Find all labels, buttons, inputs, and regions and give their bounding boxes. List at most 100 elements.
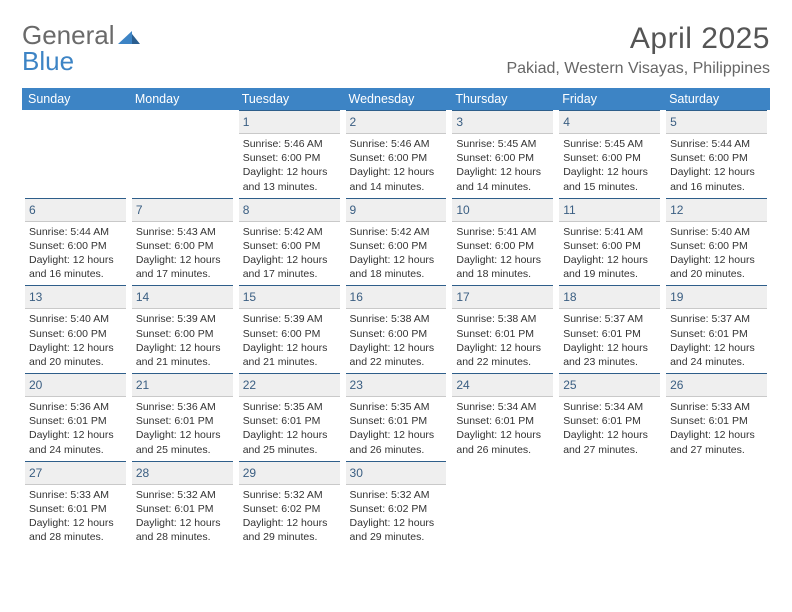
day-number: 15 xyxy=(243,290,256,304)
daylight-line: Daylight: 12 hours and 26 minutes. xyxy=(350,428,443,456)
sunset-line: Sunset: 6:00 PM xyxy=(670,239,763,253)
day-number: 17 xyxy=(456,290,469,304)
calendar-cell: 15 Sunrise: 5:39 AMSunset: 6:00 PMDayligh… xyxy=(236,285,343,373)
sunset-line: Sunset: 6:00 PM xyxy=(456,239,549,253)
sunrise-line: Sunrise: 5:41 AM xyxy=(456,225,549,239)
day-info: Sunrise: 5:32 AMSunset: 6:02 PMDaylight:… xyxy=(239,485,340,545)
sunset-line: Sunset: 6:00 PM xyxy=(350,327,443,341)
calendar-cell: 12Sunrise: 5:40 AMSunset: 6:00 PMDayligh… xyxy=(663,198,770,286)
sunrise-line: Sunrise: 5:35 AM xyxy=(243,400,336,414)
calendar-cell: 7Sunrise: 5:43 AMSunset: 6:00 PMDaylight… xyxy=(129,198,236,286)
day-header: Friday xyxy=(556,88,663,110)
day-number: 22 xyxy=(243,378,256,392)
day-info: Sunrise: 5:33 AMSunset: 6:01 PMDaylight:… xyxy=(25,485,126,545)
daylight-line: Daylight: 12 hours and 21 minutes. xyxy=(136,341,229,369)
calendar-cell: 18Sunrise: 5:37 AMSunset: 6:01 PMDayligh… xyxy=(556,285,663,373)
day-number: 3 xyxy=(456,115,463,129)
sunrise-line: Sunrise: 5:38 AM xyxy=(350,312,443,326)
sunset-line: Sunset: 6:01 PM xyxy=(456,327,549,341)
sunset-line: Sunset: 6:00 PM xyxy=(29,239,122,253)
daylight-line: Daylight: 12 hours and 16 minutes. xyxy=(670,165,763,193)
day-number: 26 xyxy=(670,378,683,392)
daylight-line: Daylight: 12 hours and 18 minutes. xyxy=(456,253,549,281)
day-info: Sunrise: 5:38 AMSunset: 6:00 PMDaylight:… xyxy=(346,309,447,369)
sunrise-line: Sunrise: 5:41 AM xyxy=(563,225,656,239)
calendar-week: 6Sunrise: 5:44 AMSunset: 6:00 PMDaylight… xyxy=(22,198,770,286)
daylight-line: Daylight: 12 hours and 14 minutes. xyxy=(456,165,549,193)
sunrise-line: Sunrise: 5:45 AM xyxy=(456,137,549,151)
daylight-line: Daylight: 12 hours and 20 minutes. xyxy=(670,253,763,281)
brand-text: GeneralBlue xyxy=(22,22,140,74)
sunrise-line: Sunrise: 5:38 AM xyxy=(456,312,549,326)
calendar-cell: 4Sunrise: 5:45 AMSunset: 6:00 PMDaylight… xyxy=(556,110,663,198)
sunrise-line: Sunrise: 5:33 AM xyxy=(29,488,122,502)
daylight-line: Daylight: 12 hours and 27 minutes. xyxy=(563,428,656,456)
sunset-line: Sunset: 6:00 PM xyxy=(350,239,443,253)
sunset-line: Sunset: 6:01 PM xyxy=(136,502,229,516)
sunrise-line: Sunrise: 5:34 AM xyxy=(456,400,549,414)
day-info: Sunrise: 5:44 AMSunset: 6:00 PMDaylight:… xyxy=(666,134,767,194)
sunset-line: Sunset: 6:00 PM xyxy=(136,239,229,253)
day-info: Sunrise: 5:42 AMSunset: 6:00 PMDaylight:… xyxy=(239,222,340,282)
sunset-line: Sunset: 6:00 PM xyxy=(350,151,443,165)
brand-text-b: Blue xyxy=(22,46,74,76)
sunset-line: Sunset: 6:01 PM xyxy=(136,414,229,428)
day-info: Sunrise: 5:40 AMSunset: 6:00 PMDaylight:… xyxy=(25,309,126,369)
day-info: Sunrise: 5:38 AMSunset: 6:01 PMDaylight:… xyxy=(452,309,553,369)
daylight-line: Daylight: 12 hours and 15 minutes. xyxy=(563,165,656,193)
sunrise-line: Sunrise: 5:46 AM xyxy=(350,137,443,151)
calendar-cell: 29 Sunrise: 5:32 AMSunset: 6:02 PMDayligh… xyxy=(236,461,343,549)
day-number: 14 xyxy=(136,290,149,304)
sunrise-line: Sunrise: 5:32 AM xyxy=(136,488,229,502)
title-block: April 2025 Pakiad, Western Visayas, Phil… xyxy=(506,22,770,78)
location-subtitle: Pakiad, Western Visayas, Philippines xyxy=(506,60,770,78)
day-info: Sunrise: 5:33 AMSunset: 6:01 PMDaylight:… xyxy=(666,397,767,457)
calendar-cell: 24Sunrise: 5:34 AMSunset: 6:01 PMDayligh… xyxy=(449,373,556,461)
day-header: Sunday xyxy=(22,88,129,110)
day-info: Sunrise: 5:39 AMSunset: 6:00 PMDaylight:… xyxy=(132,309,233,369)
sunrise-line: Sunrise: 5:36 AM xyxy=(136,400,229,414)
sunset-line: Sunset: 6:01 PM xyxy=(670,327,763,341)
daylight-line: Daylight: 12 hours and 29 minutes. xyxy=(350,516,443,544)
sunrise-line: Sunrise: 5:43 AM xyxy=(136,225,229,239)
day-info: Sunrise: 5:35 AMSunset: 6:01 PMDaylight:… xyxy=(346,397,447,457)
day-info: Sunrise: 5:32 AMSunset: 6:02 PMDaylight:… xyxy=(346,485,447,545)
calendar-cell xyxy=(556,461,663,549)
day-header: Thursday xyxy=(449,88,556,110)
day-number: 1 xyxy=(243,115,250,129)
sunset-line: Sunset: 6:00 PM xyxy=(243,151,336,165)
day-number: 2 xyxy=(350,115,357,129)
day-number: 6 xyxy=(29,203,36,217)
calendar-week: 20Sunrise: 5:36 AMSunset: 6:01 PMDayligh… xyxy=(22,373,770,461)
daylight-line: Daylight: 12 hours and 21 minutes. xyxy=(243,341,336,369)
sunrise-line: Sunrise: 5:46 AM xyxy=(243,137,336,151)
calendar-cell xyxy=(449,461,556,549)
calendar-cell xyxy=(129,110,236,198)
day-info: Sunrise: 5:34 AMSunset: 6:01 PMDaylight:… xyxy=(452,397,553,457)
sunset-line: Sunset: 6:01 PM xyxy=(670,414,763,428)
sunset-line: Sunset: 6:00 PM xyxy=(563,151,656,165)
sunrise-line: Sunrise: 5:40 AM xyxy=(29,312,122,326)
daylight-line: Daylight: 12 hours and 29 minutes. xyxy=(243,516,336,544)
sunrise-line: Sunrise: 5:34 AM xyxy=(563,400,656,414)
day-info: Sunrise: 5:36 AMSunset: 6:01 PMDaylight:… xyxy=(132,397,233,457)
day-header: Wednesday xyxy=(343,88,450,110)
sunrise-line: Sunrise: 5:32 AM xyxy=(350,488,443,502)
day-header: Saturday xyxy=(663,88,770,110)
day-info: Sunrise: 5:37 AMSunset: 6:01 PMDaylight:… xyxy=(666,309,767,369)
calendar-cell: 16Sunrise: 5:38 AMSunset: 6:00 PMDayligh… xyxy=(343,285,450,373)
calendar-cell: 10Sunrise: 5:41 AMSunset: 6:00 PMDayligh… xyxy=(449,198,556,286)
daylight-line: Daylight: 12 hours and 22 minutes. xyxy=(456,341,549,369)
calendar-cell: 21Sunrise: 5:36 AMSunset: 6:01 PMDayligh… xyxy=(129,373,236,461)
day-number: 19 xyxy=(670,290,683,304)
sunrise-line: Sunrise: 5:37 AM xyxy=(563,312,656,326)
day-number: 29 xyxy=(243,466,256,480)
daylight-line: Daylight: 12 hours and 24 minutes. xyxy=(29,428,122,456)
calendar-cell: 17 Sunrise: 5:38 AMSunset: 6:01 PMDayligh… xyxy=(449,285,556,373)
day-info: Sunrise: 5:39 AMSunset: 6:00 PMDaylight:… xyxy=(239,309,340,369)
calendar-cell: 8Sunrise: 5:42 AMSunset: 6:00 PMDaylight… xyxy=(236,198,343,286)
sunset-line: Sunset: 6:00 PM xyxy=(670,151,763,165)
daylight-line: Daylight: 12 hours and 28 minutes. xyxy=(29,516,122,544)
sunset-line: Sunset: 6:01 PM xyxy=(29,502,122,516)
sunset-line: Sunset: 6:00 PM xyxy=(136,327,229,341)
